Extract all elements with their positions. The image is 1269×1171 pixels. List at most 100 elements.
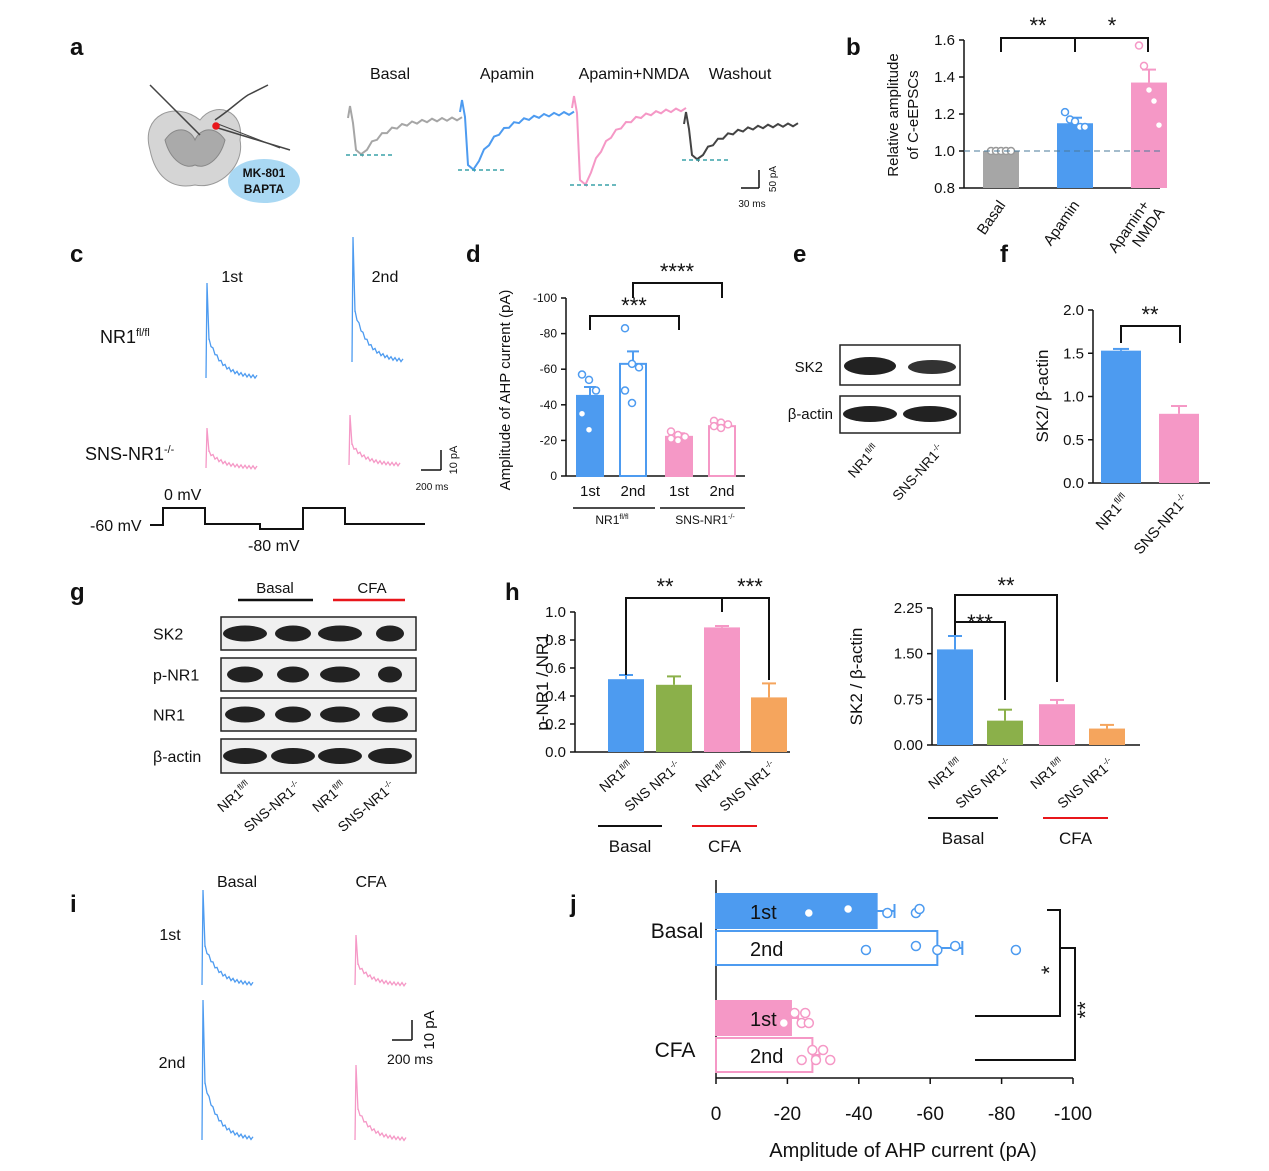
y-tick-label: -80 (540, 327, 558, 341)
data-point (1134, 41, 1144, 50)
sig-stars: ** (997, 573, 1015, 598)
x-tick-label: 1st (580, 483, 601, 500)
x-tick-label: NR1fl/fl (925, 754, 965, 792)
drug-label: BAPTA (244, 182, 285, 196)
row-label: 1st (159, 927, 181, 944)
bar (1159, 413, 1199, 483)
panel-letter-j: j (569, 891, 577, 918)
bar (619, 362, 647, 477)
trace-label: Basal (370, 66, 410, 83)
band-label: β-actin (153, 749, 201, 766)
group-label: CFA (708, 837, 742, 856)
x-tick-label: -40 (845, 1104, 872, 1125)
panel-letter-f: f (1000, 241, 1009, 268)
scale-label: 30 ms (738, 199, 765, 210)
sig-bracket (975, 947, 1076, 1061)
panel-letter-h: h (505, 579, 520, 606)
data-point (1080, 122, 1090, 132)
y-tick-label: 0.00 (894, 737, 923, 754)
data-point (1010, 944, 1022, 956)
data-point (723, 420, 733, 429)
data-point (807, 1044, 818, 1056)
data-point (1060, 107, 1070, 117)
band-label: p-NR1 (153, 668, 199, 685)
eepsc-trace (347, 105, 463, 158)
y-axis-label: p-NR1 / NR1 (533, 633, 552, 730)
x-tick-label: 1st (669, 483, 690, 500)
y-tick-label: 0.0 (1063, 475, 1084, 492)
ahp-trace (205, 427, 258, 471)
column-label: 1st (221, 269, 243, 286)
group-label: NR1fl/fl (595, 512, 629, 527)
blot-band (376, 625, 404, 642)
y-tick-label: 1.0 (545, 604, 566, 621)
y-tick-label: 2.25 (894, 600, 923, 617)
y-tick-label: 0.5 (1063, 432, 1084, 449)
x-tick-label: -80 (988, 1104, 1015, 1125)
x-tick-label: SNS-NR1-/- (1130, 491, 1193, 558)
x-tick-label: Apamin (1040, 198, 1083, 249)
blot-band (903, 406, 957, 422)
data-point (709, 421, 719, 431)
scale-label: 200 ms (387, 1051, 433, 1067)
sig-bracket (1120, 325, 1181, 343)
y-tick-label: 0.8 (545, 632, 566, 649)
y-axis-label: SK2/ β-actin (1033, 350, 1052, 443)
data-point (716, 423, 726, 433)
ahp-trace (205, 282, 258, 380)
blot-band (843, 406, 897, 422)
y-tick-label: 1.5 (1063, 345, 1084, 362)
sig-stars: *** (621, 293, 647, 318)
bar (704, 627, 740, 752)
trace-label: Washout (709, 66, 772, 83)
column-label: Basal (217, 874, 257, 891)
row-label: 2nd (159, 1055, 186, 1072)
bar (937, 649, 973, 745)
y-tick-label: 0.0 (545, 744, 566, 761)
trace-label: Apamin+NMDA (579, 66, 690, 83)
blot-band (223, 625, 267, 642)
blot-band (275, 706, 311, 723)
drug-box (228, 159, 300, 203)
eepsc-trace (571, 95, 687, 188)
sig-stars: *** (967, 610, 993, 635)
data-point (680, 432, 690, 442)
gray-matter-icon (164, 129, 226, 167)
blot-band (318, 748, 362, 764)
lane-label: NR1fl/fl (214, 777, 254, 815)
row-label: NR1fl/fl (100, 327, 150, 347)
x-tick-label: 2nd (620, 483, 645, 500)
y-tick-label: -100 (533, 291, 557, 305)
scale-label: 10 pA (448, 445, 460, 474)
x-tick-label: NR1fl/fl (1027, 754, 1067, 792)
band-label: SK2 (795, 359, 823, 376)
bar (576, 394, 604, 477)
data-point (882, 907, 893, 919)
band-label: NR1 (153, 708, 185, 725)
x-tick-label: 2nd (709, 483, 734, 500)
data-point (914, 903, 925, 915)
column-label: CFA (355, 874, 386, 891)
bar-label: 1st (750, 902, 777, 924)
data-point (627, 398, 637, 408)
data-point (1144, 85, 1154, 95)
scale-label: 10 pA (421, 1010, 438, 1049)
bar (1089, 728, 1125, 745)
sig-bracket (721, 597, 770, 680)
y-axis-label: of C-eEPSCs (905, 70, 922, 159)
data-point (817, 1044, 829, 1056)
voltage-label: -60 mV (90, 518, 142, 535)
data-point (860, 944, 872, 956)
bar-label: 2nd (750, 939, 783, 961)
column-label: 2nd (372, 269, 399, 286)
y-axis-label: Relative amplitude (885, 53, 902, 176)
group-label: Basal (942, 829, 985, 848)
sig-bracket (954, 621, 1006, 700)
blot-band (372, 706, 408, 723)
y-axis-label: SK2 / β-actin (847, 628, 866, 726)
blot-band (271, 748, 315, 764)
data-point (1070, 117, 1080, 126)
stimulus-electrode-icon (217, 127, 291, 151)
x-tick-label: NR1fl/fl (596, 757, 636, 795)
voltage-protocol (150, 507, 425, 530)
